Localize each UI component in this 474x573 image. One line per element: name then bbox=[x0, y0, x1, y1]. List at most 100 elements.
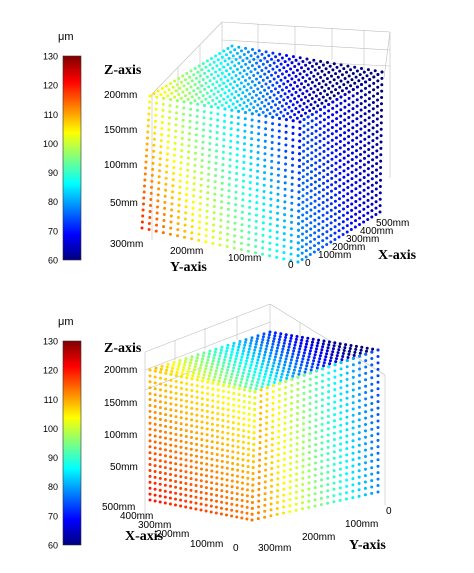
data-point bbox=[317, 184, 321, 188]
data-point bbox=[267, 333, 271, 337]
data-point bbox=[305, 342, 308, 346]
data-point bbox=[218, 354, 222, 358]
data-point bbox=[158, 412, 162, 415]
data-point bbox=[286, 351, 290, 355]
data-point bbox=[208, 63, 212, 67]
data-point bbox=[353, 81, 357, 85]
data-point bbox=[323, 89, 327, 93]
data-point bbox=[233, 64, 237, 68]
data-point bbox=[169, 449, 173, 453]
data-point bbox=[251, 354, 255, 358]
data-point bbox=[199, 74, 202, 78]
data-point bbox=[221, 419, 225, 422]
data-point bbox=[273, 377, 277, 381]
data-point bbox=[160, 127, 164, 130]
data-point bbox=[196, 353, 200, 357]
data-point bbox=[309, 189, 313, 193]
data-point bbox=[348, 347, 352, 350]
data-point bbox=[225, 346, 229, 350]
data-point bbox=[271, 413, 275, 417]
data-point bbox=[264, 445, 268, 449]
data-point bbox=[345, 453, 349, 457]
data-point bbox=[289, 450, 293, 453]
data-point bbox=[370, 376, 374, 380]
data-point bbox=[172, 159, 176, 163]
data-point bbox=[276, 91, 280, 94]
data-point bbox=[307, 444, 311, 448]
data-point bbox=[185, 388, 189, 391]
data-point bbox=[191, 374, 195, 378]
data-point bbox=[234, 74, 238, 78]
data-point bbox=[263, 372, 267, 376]
data-point bbox=[226, 431, 230, 435]
data-point bbox=[367, 103, 371, 107]
data-point bbox=[158, 417, 162, 421]
data-point bbox=[159, 93, 163, 97]
data-point bbox=[159, 376, 162, 380]
bottom-x-tick: 300mm bbox=[138, 520, 171, 531]
data-point bbox=[169, 408, 173, 412]
data-point bbox=[230, 514, 234, 518]
data-point bbox=[205, 203, 209, 207]
data-point bbox=[351, 138, 355, 142]
data-point bbox=[314, 449, 318, 453]
data-point bbox=[326, 464, 330, 468]
data-point bbox=[364, 359, 368, 363]
data-point bbox=[235, 84, 239, 87]
data-point bbox=[164, 442, 167, 446]
data-point bbox=[173, 95, 177, 99]
data-point bbox=[206, 185, 210, 189]
data-point bbox=[252, 90, 256, 93]
data-point bbox=[367, 128, 371, 132]
data-point bbox=[226, 207, 230, 211]
data-point bbox=[320, 416, 324, 420]
data-point bbox=[321, 379, 324, 383]
data-point bbox=[241, 107, 245, 111]
data-point bbox=[184, 94, 187, 98]
data-point bbox=[173, 141, 177, 145]
data-point bbox=[230, 60, 234, 64]
data-point bbox=[195, 396, 199, 399]
data-point bbox=[243, 340, 247, 344]
data-point bbox=[263, 492, 267, 496]
data-point bbox=[233, 80, 237, 84]
data-point bbox=[193, 99, 197, 103]
data-point bbox=[271, 115, 275, 119]
data-point bbox=[148, 498, 152, 502]
bottom-y-tick: 300mm bbox=[258, 543, 291, 554]
data-point bbox=[315, 78, 318, 82]
data-point bbox=[275, 371, 279, 375]
data-point bbox=[145, 148, 149, 152]
data-point bbox=[327, 371, 331, 375]
data-point bbox=[326, 470, 330, 474]
data-point bbox=[375, 162, 379, 166]
data-point bbox=[162, 225, 166, 229]
data-point bbox=[295, 335, 299, 338]
data-point bbox=[195, 407, 199, 411]
data-point bbox=[359, 348, 363, 352]
data-point bbox=[175, 99, 179, 103]
data-point bbox=[314, 461, 317, 465]
data-point bbox=[235, 165, 239, 169]
data-point bbox=[169, 420, 173, 423]
data-point bbox=[259, 343, 263, 347]
top-z-tick: 100mm bbox=[104, 160, 137, 171]
data-point bbox=[252, 373, 256, 377]
data-point bbox=[370, 363, 374, 367]
data-point bbox=[254, 245, 258, 248]
data-point bbox=[200, 84, 204, 88]
data-point bbox=[207, 154, 211, 158]
data-point bbox=[301, 476, 305, 480]
data-point bbox=[360, 83, 363, 86]
data-point bbox=[246, 249, 250, 253]
data-point bbox=[225, 238, 229, 242]
data-point bbox=[296, 406, 300, 409]
data-point bbox=[143, 178, 147, 182]
data-point bbox=[317, 360, 321, 364]
data-point bbox=[186, 168, 190, 172]
data-point bbox=[309, 233, 313, 237]
data-point bbox=[370, 215, 374, 219]
data-point bbox=[229, 98, 232, 102]
data-point bbox=[230, 508, 234, 512]
data-point bbox=[263, 486, 267, 490]
